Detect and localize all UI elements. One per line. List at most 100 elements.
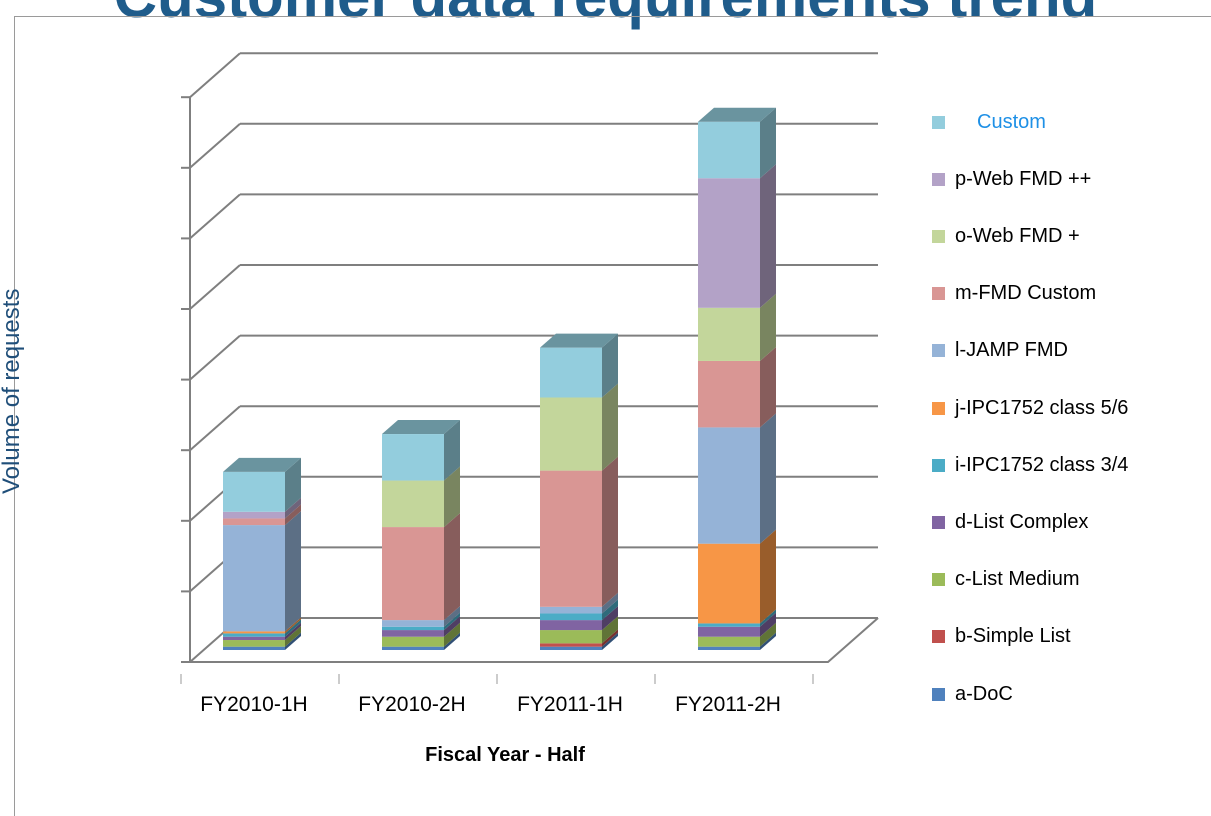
legend-label: j-IPC1752 class 5/6 <box>955 396 1129 419</box>
bar-side <box>285 617 301 634</box>
bar-segment <box>382 480 444 528</box>
legend-label: d-List Complex <box>955 510 1089 533</box>
bar-segment <box>540 397 602 471</box>
legend-item: l-JAMP FMD <box>932 337 1068 365</box>
bar-side <box>444 513 460 621</box>
bar-segment <box>223 646 285 650</box>
bar-top <box>382 420 460 435</box>
legend-item: d-List Complex <box>932 508 1088 536</box>
bar-side <box>285 497 301 519</box>
bar-segment <box>698 178 760 308</box>
bar-side <box>602 599 618 621</box>
bar-segment <box>698 626 760 637</box>
bar-side <box>285 626 301 647</box>
bar-segment <box>382 434 444 481</box>
legend-swatch <box>932 687 945 701</box>
bar-side <box>602 606 618 631</box>
bar-side <box>602 592 618 614</box>
bar-side <box>602 333 618 398</box>
x-tick-label: FY2010-2H <box>358 693 466 716</box>
legend-label: m-FMD Custom <box>955 282 1097 305</box>
legend-label: Custom <box>977 110 1046 133</box>
bar-segment <box>698 623 760 627</box>
bar-side <box>444 616 460 637</box>
legend-item: b-Simple List <box>932 623 1071 651</box>
bar-segment <box>382 636 444 647</box>
bar-segment <box>223 631 285 634</box>
y-axis-title: Volume of requests <box>0 288 25 494</box>
legend-label: l-JAMP FMD <box>955 339 1068 362</box>
bar-segment <box>540 620 602 631</box>
bar-side <box>444 632 460 650</box>
legend-item: c-List Medium <box>932 566 1079 594</box>
legend-swatch <box>932 401 945 415</box>
bar-side <box>444 420 460 481</box>
bar-segment <box>540 613 602 621</box>
bar-segment <box>540 347 602 398</box>
chart-title: Customer data requirements trend <box>0 0 1211 32</box>
bar-side <box>602 632 618 650</box>
grid-line <box>189 123 241 169</box>
bar-side <box>285 457 301 512</box>
bar-side <box>760 529 776 624</box>
bar-segment <box>382 646 444 650</box>
x-axis-title: Fiscal Year - Half <box>425 744 585 766</box>
legend-swatch <box>932 229 945 243</box>
bar-segment <box>698 307 760 361</box>
bar-side <box>444 606 460 627</box>
legend-swatch <box>932 344 945 358</box>
x-tick-label: FY2010-1H <box>200 693 308 716</box>
bar-segment <box>698 360 760 428</box>
bar-segment <box>223 640 285 647</box>
legend-swatch <box>932 172 945 186</box>
legend-swatch <box>932 458 945 472</box>
bar-side <box>602 629 618 647</box>
bar-side <box>760 293 776 361</box>
legend-swatch <box>932 115 945 129</box>
bar-segment <box>223 525 285 632</box>
bar-side <box>285 632 301 650</box>
legend-item: Custom <box>932 108 1046 136</box>
bar-segment <box>698 121 760 179</box>
grid-line <box>189 193 241 240</box>
grid-line <box>189 334 241 381</box>
bar-side <box>602 616 618 644</box>
bar-segment <box>698 543 760 624</box>
bar-side <box>444 466 460 528</box>
bar-segment <box>540 643 602 647</box>
x-tick-label: FY2011-1H <box>517 693 623 716</box>
bar-top <box>223 457 301 472</box>
bar-side <box>444 622 460 647</box>
legend-label: o-Web FMD + <box>955 224 1080 247</box>
bar-segment <box>382 626 444 631</box>
legend-item: o-Web FMD + <box>932 222 1080 250</box>
bar-segment <box>223 633 285 637</box>
legend-swatch <box>932 287 945 301</box>
legend-label: b-Simple List <box>955 625 1071 648</box>
bar-side <box>602 383 618 471</box>
legend-item: i-IPC1752 class 3/4 <box>932 451 1128 479</box>
grid-line <box>189 52 241 98</box>
bar-side <box>760 413 776 544</box>
bar-segment <box>223 518 285 526</box>
bar-side <box>760 632 776 650</box>
bar-segment <box>223 511 285 519</box>
bar-side <box>285 619 301 637</box>
bar-side <box>602 456 618 607</box>
legend-item: m-FMD Custom <box>932 280 1096 308</box>
legend-label: a-DoC <box>955 682 1013 705</box>
bar-side <box>760 622 776 647</box>
bar-segment <box>540 470 602 607</box>
bar-segment <box>698 427 760 544</box>
bar-side <box>760 612 776 637</box>
legend-swatch <box>932 630 945 644</box>
bar-segment <box>382 630 444 637</box>
bar-segment <box>698 636 760 647</box>
bar-side <box>285 511 301 632</box>
bar-side <box>760 346 776 428</box>
bar-side <box>760 609 776 627</box>
bar-top <box>540 333 618 348</box>
legend-swatch <box>932 515 945 529</box>
bar-segment <box>540 630 602 644</box>
